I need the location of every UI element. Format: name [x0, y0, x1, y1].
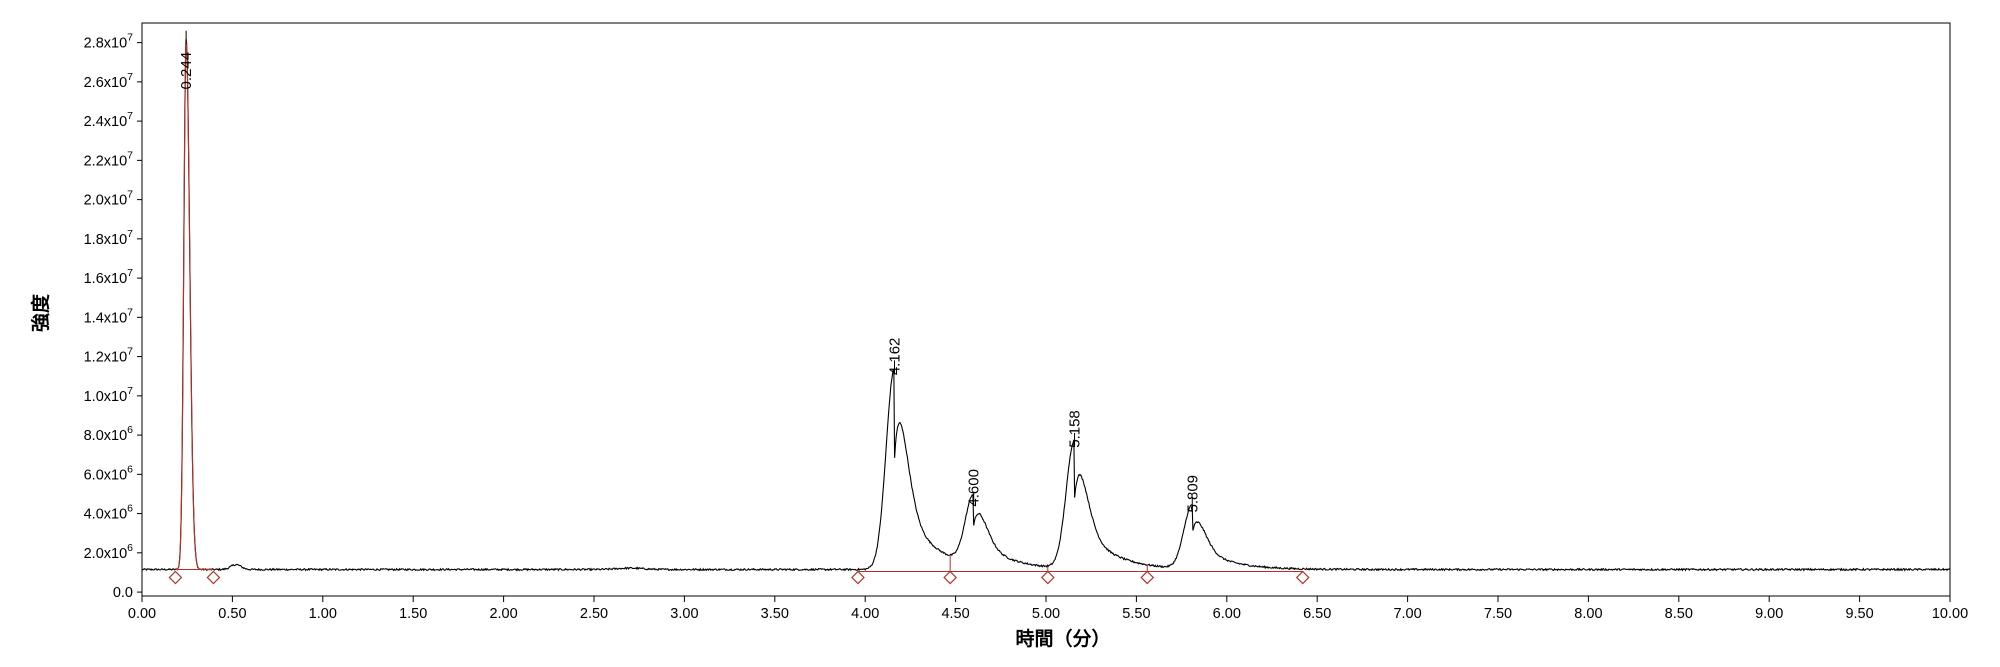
x-tick-label: 9.50: [1845, 606, 1873, 622]
y-tick-label: 1.0x107: [84, 385, 134, 405]
y-tick-label: 8.0x106: [84, 424, 134, 444]
x-tick-label: 1.00: [309, 606, 337, 622]
x-tick-label: 5.00: [1032, 606, 1060, 622]
y-tick-label: 0.0: [113, 585, 133, 601]
integration-group: [168, 38, 1310, 585]
plot-frame: [141, 22, 1951, 597]
peak-labels-group: 0.244 4.162 4.600 5.158 5.809: [178, 30, 1201, 513]
x-tick-label: 7.00: [1393, 606, 1421, 622]
y-tick-label: 2.6x107: [84, 71, 134, 91]
x-tick-label: 1.50: [399, 606, 427, 622]
y-tick-label: 2.4x107: [84, 110, 134, 130]
x-tick-label: 0.50: [218, 606, 246, 622]
integration-marker: [1140, 570, 1155, 585]
x-tick-label: 4.50: [941, 606, 969, 622]
y-tick-label: 2.0x107: [84, 189, 134, 209]
y-axis-title: 強度: [29, 293, 52, 332]
y-tick-label: 4.0x106: [84, 503, 134, 523]
x-tick-label: 4.00: [851, 606, 879, 622]
integration-marker: [206, 570, 221, 585]
x-tick-label: 6.00: [1213, 606, 1241, 622]
peak-retention-label: 0.244: [178, 52, 195, 90]
peak-retention-label: 4.600: [966, 469, 983, 507]
axes-group: 0.00 0.50 1.00 1.50 2.00 2.50 3.00 3.50 4.00 4.50…: [84, 22, 1968, 622]
x-tick-label: 9.00: [1755, 606, 1783, 622]
x-tick-label: 6.50: [1303, 606, 1331, 622]
x-axis-title: 時間（分）: [1015, 627, 1110, 650]
y-tick-label: 2.2x107: [84, 149, 134, 169]
y-tick-label: 1.6x107: [84, 267, 134, 287]
y-tick-label: 6.0x106: [84, 463, 134, 483]
x-tick-label: 2.00: [489, 606, 517, 622]
x-tick-label: 0.00: [128, 606, 156, 622]
x-tick-label: 2.50: [580, 606, 608, 622]
x-tick-label: 7.50: [1484, 606, 1512, 622]
y-tick-label: 1.4x107: [84, 306, 134, 326]
peak-integration-outline: [175, 38, 214, 571]
y-tick-label: 2.0x106: [84, 542, 134, 562]
x-tick-label: 5.50: [1122, 606, 1150, 622]
x-tick-label: 3.00: [670, 606, 698, 622]
x-tick-label: 10.00: [1932, 606, 1968, 622]
trace-group: [141, 41, 1951, 572]
integration-marker: [1295, 570, 1310, 585]
peak-retention-label: 5.158: [1067, 410, 1084, 448]
peak-retention-label: 5.809: [1184, 475, 1201, 513]
x-tick-label: 8.50: [1665, 606, 1693, 622]
integration-marker: [851, 570, 865, 585]
integration-marker: [943, 570, 958, 585]
x-tick-label: 3.50: [761, 606, 789, 622]
integration-marker: [1040, 570, 1055, 585]
y-tick-label: 2.8x107: [84, 32, 134, 52]
x-tick-label: 8.00: [1574, 606, 1602, 622]
chromatogram-trace: [141, 41, 1951, 572]
integration-marker: [168, 570, 183, 585]
y-tick-label: 1.8x107: [84, 228, 134, 248]
y-tick-label: 1.2x107: [84, 346, 134, 366]
peak-retention-label: 4.162: [886, 338, 903, 376]
